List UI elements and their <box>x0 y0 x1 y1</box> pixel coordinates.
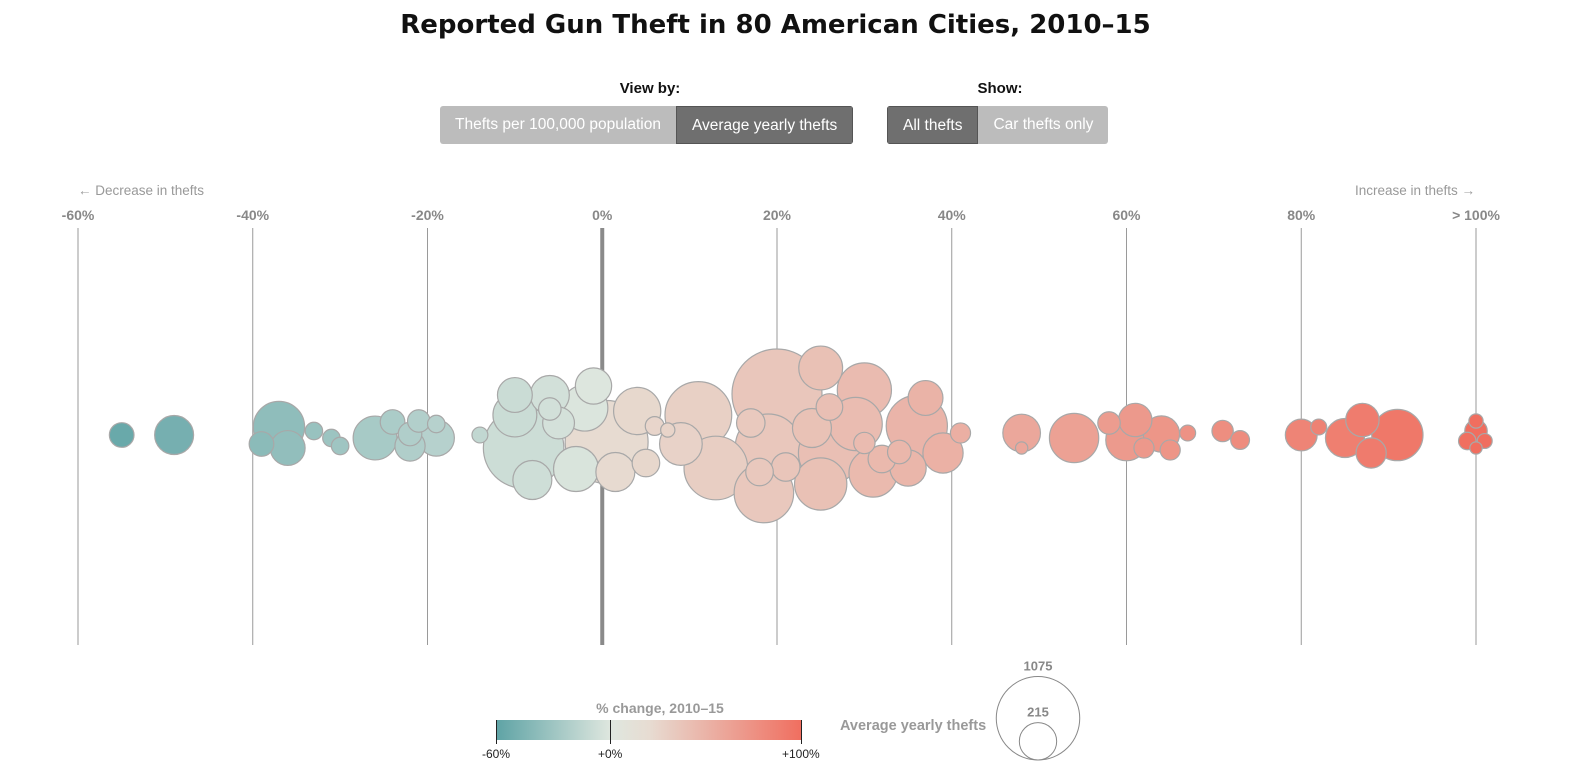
show-label: Show: <box>977 80 1023 97</box>
city-bubble <box>907 379 944 417</box>
city-bubble <box>798 345 844 391</box>
size-legend-circle-small <box>1018 722 1058 761</box>
view-by-per-capita-button[interactable]: Thefts per 100,000 population <box>440 106 676 144</box>
city-bubble <box>269 429 306 467</box>
city-bubble <box>886 439 912 465</box>
city-bubble <box>815 393 844 421</box>
city-bubble <box>1133 437 1155 459</box>
city-bubble <box>574 367 613 405</box>
city-bubble <box>1355 437 1387 469</box>
city-bubble <box>248 431 275 457</box>
x-tick-label: 20% <box>763 207 792 223</box>
city-bubble <box>1211 419 1234 443</box>
city-bubble <box>922 432 964 474</box>
city-bubble <box>595 451 636 493</box>
x-tick-label: -20% <box>411 207 444 223</box>
show-all-thefts-button[interactable]: All thefts <box>887 106 979 144</box>
view-by-average-button[interactable]: Average yearly thefts <box>675 106 854 144</box>
city-bubble <box>735 408 766 438</box>
city-bubble <box>1048 412 1100 464</box>
show-car-thefts-button[interactable]: Car thefts only <box>978 106 1109 144</box>
x-tick-label: 60% <box>1112 207 1141 223</box>
city-bubble <box>949 422 972 444</box>
city-bubble <box>660 422 676 438</box>
city-bubble <box>1310 418 1328 436</box>
x-tick-label: 80% <box>1287 207 1316 223</box>
city-bubble <box>537 397 562 421</box>
city-bubble <box>406 409 431 433</box>
city-bubble <box>1179 424 1197 442</box>
city-bubble <box>1117 402 1153 438</box>
x-tick-label: 40% <box>938 207 967 223</box>
chart-title: Reported Gun Theft in 80 American Cities… <box>400 10 1151 40</box>
city-bubble <box>1469 441 1483 455</box>
city-bubble <box>330 436 350 456</box>
city-bubble <box>154 414 195 456</box>
increase-hint: Increase in thefts → <box>1355 183 1476 198</box>
city-bubble <box>770 452 801 482</box>
city-bubble <box>1230 429 1251 451</box>
color-legend-tick <box>610 720 611 744</box>
city-bubble <box>304 421 324 441</box>
size-legend-label-large: 1075 <box>1024 659 1053 674</box>
city-bubble <box>1345 402 1380 438</box>
city-bubble <box>108 422 135 448</box>
city-bubble <box>631 448 661 478</box>
x-tick-label: -60% <box>62 207 95 223</box>
x-tick-label: 0% <box>592 207 613 223</box>
view-by-toggle: Thefts per 100,000 population Average ye… <box>440 106 854 144</box>
show-toggle: All thefts Car thefts only <box>887 106 1109 144</box>
city-bubble <box>471 426 489 444</box>
color-legend-title: % change, 2010–15 <box>596 700 724 716</box>
size-legend-label-small: 215 <box>1027 705 1049 720</box>
city-bubble <box>552 445 600 493</box>
city-bubble <box>745 457 774 487</box>
city-bubble <box>1159 439 1181 461</box>
x-tick-label: -40% <box>236 207 269 223</box>
color-legend-tick <box>801 720 802 744</box>
city-bubble <box>853 431 876 455</box>
x-tick-label: > 100% <box>1452 207 1500 223</box>
color-legend-bar <box>496 720 802 740</box>
city-bubble <box>793 457 848 511</box>
color-legend-label: +100% <box>782 747 820 761</box>
decrease-hint: ← Decrease in thefts <box>78 183 205 198</box>
color-legend-tick <box>496 720 497 744</box>
view-by-label: View by: <box>619 80 681 97</box>
city-bubble <box>512 459 553 501</box>
city-bubble <box>1468 413 1484 429</box>
city-bubble <box>426 414 446 434</box>
size-legend-title: Average yearly thefts <box>840 718 987 734</box>
city-bubble <box>496 376 533 414</box>
city-bubble <box>379 409 406 435</box>
color-legend-label: +0% <box>598 747 623 761</box>
city-bubble <box>1014 441 1029 455</box>
city-bubble <box>1097 411 1121 435</box>
color-legend-label: -60% <box>482 747 511 761</box>
